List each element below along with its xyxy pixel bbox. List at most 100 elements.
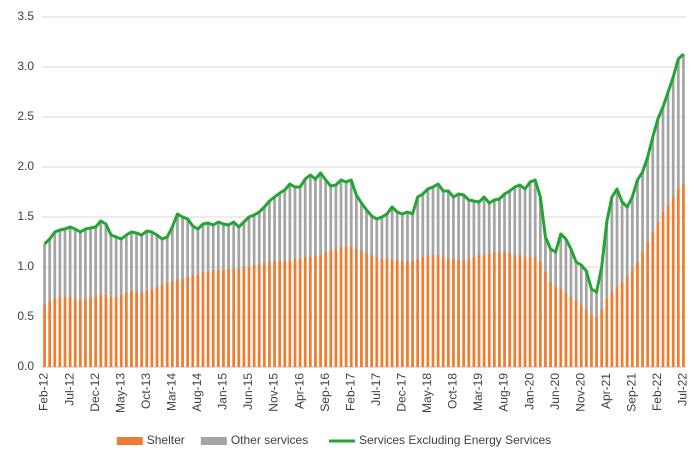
bar-segment <box>446 259 450 367</box>
bar-segment <box>605 299 609 367</box>
bar-segment <box>109 235 113 297</box>
x-tick-label: Mar-14 <box>165 373 179 411</box>
bar-segment <box>165 283 169 367</box>
bar-segment <box>538 197 542 262</box>
bar-segment <box>549 249 552 282</box>
bar-segment <box>590 315 593 367</box>
bar-segment <box>130 232 133 291</box>
x-tick-label: Jun-15 <box>241 373 255 410</box>
bar-segment <box>477 202 481 255</box>
bar-segment <box>508 191 512 253</box>
bar-segment <box>544 237 547 272</box>
bar-segment <box>191 226 195 275</box>
bar-segment <box>349 180 353 247</box>
x-tick-label: Oct-18 <box>446 373 460 409</box>
bar-segment <box>615 287 619 367</box>
bar-segment <box>170 281 174 367</box>
bar-segment <box>457 260 460 367</box>
bar-segment <box>73 299 77 367</box>
bar-segment <box>206 223 210 272</box>
bar-segment <box>237 227 241 269</box>
bar-segment <box>48 239 52 301</box>
x-tick-label: May-13 <box>113 373 127 413</box>
bar-segment <box>94 227 98 297</box>
bar-segment <box>181 217 184 279</box>
bar-segment <box>278 261 282 367</box>
x-tick-label: Sep-16 <box>318 373 332 412</box>
bar-segment <box>431 255 435 367</box>
bar-segment <box>99 295 103 367</box>
bar-segment <box>124 235 128 293</box>
x-tick-label: Aug-14 <box>190 373 204 412</box>
bar-segment <box>78 232 82 300</box>
bar-segment <box>145 291 149 367</box>
bar-segment <box>492 253 496 367</box>
bar-segment <box>375 257 379 367</box>
bar-segment <box>268 262 271 367</box>
bar-segment <box>441 191 445 257</box>
bar-segment <box>130 291 133 367</box>
bar-segment <box>140 235 144 293</box>
bar-segment <box>314 255 317 367</box>
bar-segment <box>569 249 573 297</box>
bar-segment <box>222 270 225 367</box>
bar-segment <box>574 262 578 301</box>
bar-segment <box>574 301 578 367</box>
bar-segment <box>324 180 328 252</box>
bar-segment <box>406 261 409 367</box>
bar-segment <box>211 271 215 367</box>
bar-segment <box>232 269 236 367</box>
bar-segment <box>53 299 57 367</box>
bar-segment <box>518 185 522 255</box>
bar-segment <box>114 237 118 297</box>
x-tick-label: Sep-21 <box>625 373 639 412</box>
x-tick-label: Aug-19 <box>497 373 511 412</box>
x-tick-label: Jan-15 <box>216 373 230 410</box>
x-tick-label: May-18 <box>420 373 434 413</box>
bar-segment <box>365 210 368 253</box>
bar-segment <box>641 172 644 252</box>
bar-segment <box>380 259 384 367</box>
x-tick-label: Nov-20 <box>573 373 587 412</box>
bar-segment <box>554 287 558 367</box>
bar-segment <box>477 255 481 367</box>
bar-segment <box>104 224 108 295</box>
bar-segment <box>303 257 307 367</box>
legend-label: Other services <box>231 433 308 447</box>
bar-segment <box>666 92 670 205</box>
bar-segment <box>467 200 471 259</box>
bar-segment <box>503 194 506 252</box>
bar-segment <box>472 201 476 257</box>
bar-segment <box>288 184 292 260</box>
bar-segment <box>559 234 563 289</box>
bar-segment <box>518 255 522 367</box>
bar-segment <box>68 227 72 297</box>
bar-segment <box>119 295 123 367</box>
legend-swatch <box>200 437 227 445</box>
bar-segment <box>308 257 312 367</box>
line <box>43 52 685 294</box>
bar-segment <box>308 175 312 257</box>
bar-segment <box>227 225 230 269</box>
bar-segment <box>559 289 563 367</box>
bar-segment <box>201 224 205 272</box>
bar-segment <box>671 197 675 367</box>
legend-swatch <box>116 437 143 445</box>
bar-segment <box>329 186 333 250</box>
bar-segment <box>610 292 614 367</box>
y-tick-label: 2.5 <box>17 109 34 123</box>
bar-segment <box>487 254 491 367</box>
bar-segment <box>48 301 52 367</box>
bar-segment <box>426 189 430 255</box>
bar-segment <box>421 194 425 257</box>
bar-segment <box>370 255 374 367</box>
bar-segment <box>135 292 138 367</box>
bar-segment <box>651 232 655 367</box>
bar-segment <box>257 212 261 264</box>
bar-segment <box>528 257 532 367</box>
bar-segment <box>84 229 87 299</box>
bar-segment <box>636 180 639 262</box>
bar-segment <box>452 197 455 259</box>
bar-segment <box>482 255 486 367</box>
